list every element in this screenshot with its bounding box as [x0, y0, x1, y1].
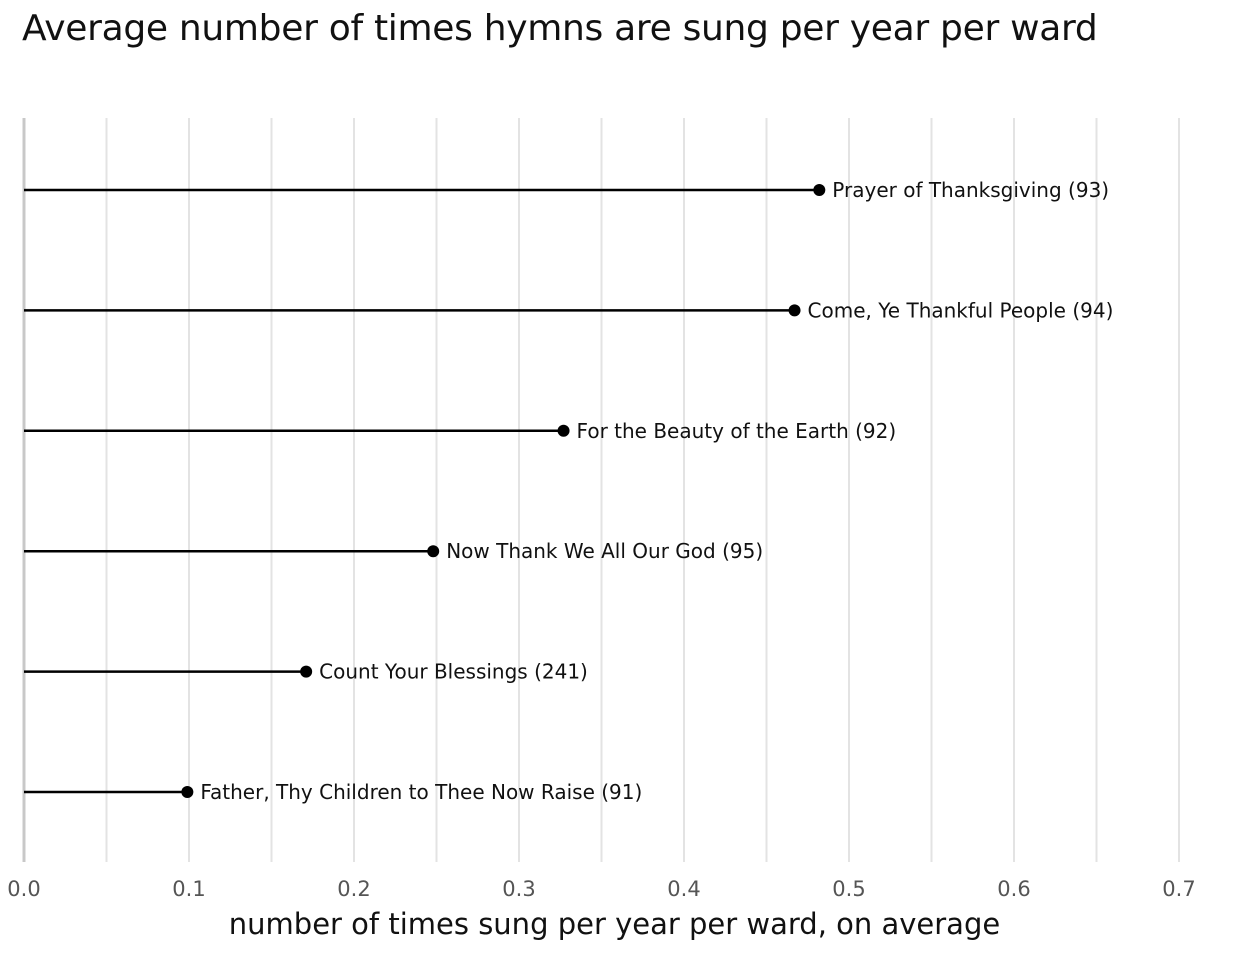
lollipop-dot [788, 304, 801, 317]
x-tick-label: 0.0 [7, 877, 40, 901]
lollipop-dot [427, 545, 440, 558]
lollipop-dot [557, 424, 570, 437]
x-tick-label: 0.4 [667, 877, 700, 901]
data-marks: Prayer of Thanksgiving (93) Come, Ye Than… [24, 178, 1113, 804]
lollipop-dot [181, 786, 194, 798]
x-tick-label: 0.6 [997, 877, 1030, 901]
lollipop-dot [300, 665, 313, 678]
x-tick-label: 0.3 [502, 877, 535, 901]
chart-title: Average number of times hymns are sung p… [22, 8, 1098, 49]
x-tick-label: 0.2 [337, 877, 370, 901]
x-axis-title: number of times sung per year per ward, … [229, 907, 1000, 941]
x-axis: 0.0 0.1 0.2 0.3 0.4 0.5 0.6 0.7 [7, 118, 1196, 901]
point-label: Father, Thy Children to Thee Now Raise (… [200, 780, 642, 804]
point-label: Come, Ye Thankful People (94) [808, 298, 1114, 322]
point-label: Prayer of Thanksgiving (93) [832, 178, 1109, 202]
point-label: Count Your Blessings (241) [319, 660, 588, 684]
x-tick-label: 0.7 [1162, 877, 1195, 901]
point-label: For the Beauty of the Earth (92) [577, 419, 897, 443]
point-label: Now Thank We All Our God (95) [446, 539, 763, 563]
x-tick-label: 0.5 [832, 877, 865, 901]
grid-layer [105, 118, 1180, 862]
lollipop-dot [813, 184, 826, 196]
x-tick-label: 0.1 [172, 877, 205, 901]
